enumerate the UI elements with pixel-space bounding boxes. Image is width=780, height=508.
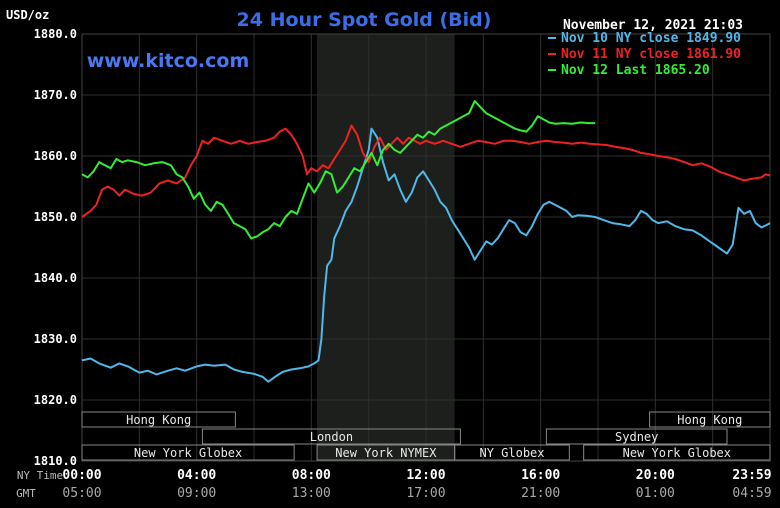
y-tick-label: 1820.0 — [34, 393, 77, 407]
x-tick-label-ny: 20:00 — [636, 468, 675, 483]
session-bar — [454, 444, 570, 461]
x-tick-label-gmt: 04:59 — [732, 486, 771, 501]
session-label: New York Globex — [623, 446, 731, 460]
x-tick-label-gmt: 01:00 — [636, 486, 675, 501]
timestamp: November 12, 2021 21:03 — [563, 18, 743, 33]
series-line-2 — [81, 124, 771, 218]
legend-entry: Nov 12 Last 1865.20 — [561, 63, 710, 78]
y-tick-label: 1870.0 — [34, 88, 77, 102]
series-lines-group — [81, 100, 771, 383]
gmt-row-label: GMT — [16, 487, 36, 500]
session-label: Hong Kong — [126, 413, 191, 427]
session-label: New York NYMEX — [335, 446, 437, 460]
session-bar — [545, 428, 728, 445]
session-bar — [583, 444, 771, 461]
y-tick-label: 1830.0 — [34, 332, 77, 346]
session-bar — [81, 411, 236, 428]
legend-entry: Nov 10 NY close 1849.90 — [561, 31, 741, 46]
x-tick-label-gmt: 05:00 — [62, 486, 101, 501]
chart-title: 24 Hour Spot Gold (Bid) — [237, 9, 492, 31]
x-tick-label-ny: 23:59 — [732, 468, 771, 483]
x-tick-label-ny: 12:00 — [406, 468, 445, 483]
session-bar — [201, 428, 461, 445]
session-label: Sydney — [615, 430, 658, 444]
y-tick-label: 1880.0 — [34, 27, 77, 41]
x-tick-label-gmt: 09:00 — [177, 486, 216, 501]
x-tick-label-gmt: 17:00 — [406, 486, 445, 501]
session-label: London — [310, 430, 353, 444]
x-tick-label-gmt: 21:00 — [521, 486, 560, 501]
x-tick-label-ny: 16:00 — [521, 468, 560, 483]
nymex-highlight-band — [317, 34, 455, 461]
series-line-1 — [81, 127, 771, 383]
x-tick-label-ny: 08:00 — [292, 468, 331, 483]
x-tick-label-ny: 00:00 — [62, 468, 101, 483]
session-bar — [81, 444, 295, 461]
x-tick-label-gmt: 13:00 — [292, 486, 331, 501]
sessions-group: Hong Kong Hong Kong London Sydney New York G… — [81, 411, 771, 461]
y-tick-label: 1850.0 — [34, 210, 77, 224]
website-watermark: www.kitco.com — [87, 50, 250, 72]
session-bar — [649, 411, 771, 428]
plot-frame — [81, 33, 771, 462]
ny-time-row-label: NY Time — [17, 469, 63, 482]
y-tick-label: 1810.0 — [34, 454, 77, 468]
session-label: NY Globex — [479, 446, 544, 460]
session-label: Hong Kong — [677, 413, 742, 427]
y-unit-label: USD/oz — [6, 8, 49, 22]
x-tick-label-ny: 04:00 — [177, 468, 216, 483]
y-tick-label: 1840.0 — [34, 271, 77, 285]
axes-group: 1880.0 1870.0 1860.0 1850.0 1840.0 1830.0 1820… — [34, 27, 772, 501]
highlight-band-group — [317, 34, 455, 461]
session-label: New York Globex — [134, 446, 242, 460]
y-tick-label: 1860.0 — [34, 149, 77, 163]
series-line-3 — [81, 100, 596, 240]
legend-entry: Nov 11 NY close 1861.90 — [561, 47, 741, 62]
